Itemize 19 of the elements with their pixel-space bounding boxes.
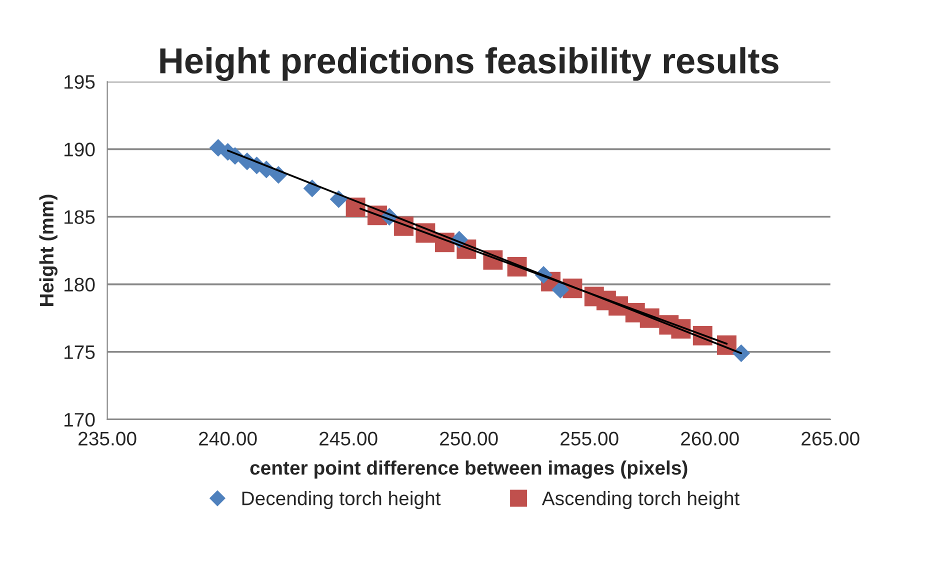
point bbox=[552, 280, 570, 299]
x-tick-label: 260.00 bbox=[681, 432, 739, 446]
chart-title: Height predictions feasibility results bbox=[160, 47, 778, 81]
y-tick-label: 185 bbox=[64, 210, 95, 224]
x-tick-label: 265.00 bbox=[802, 432, 860, 446]
x-tick-label: 240.00 bbox=[199, 432, 257, 446]
legend-label: Ascending torch height bbox=[542, 490, 740, 510]
x-tick-label: 250.00 bbox=[440, 432, 498, 446]
y-tick-label: 180 bbox=[64, 278, 95, 292]
x-tick-label: 235.00 bbox=[78, 432, 136, 446]
legend-label: Decending torch height bbox=[242, 490, 441, 510]
x-tick-label: 255.00 bbox=[560, 432, 618, 446]
y-tick-label: 170 bbox=[64, 412, 95, 427]
y-tick-label: 195 bbox=[64, 75, 95, 89]
y-tick-label: 175 bbox=[64, 346, 95, 360]
y-tick-label: 190 bbox=[64, 142, 95, 156]
x-axis-title: center point difference between images (pixels) bbox=[250, 460, 688, 479]
x-tick-label: 245.00 bbox=[320, 432, 378, 446]
y-axis-title: Height (mm) bbox=[39, 194, 58, 306]
